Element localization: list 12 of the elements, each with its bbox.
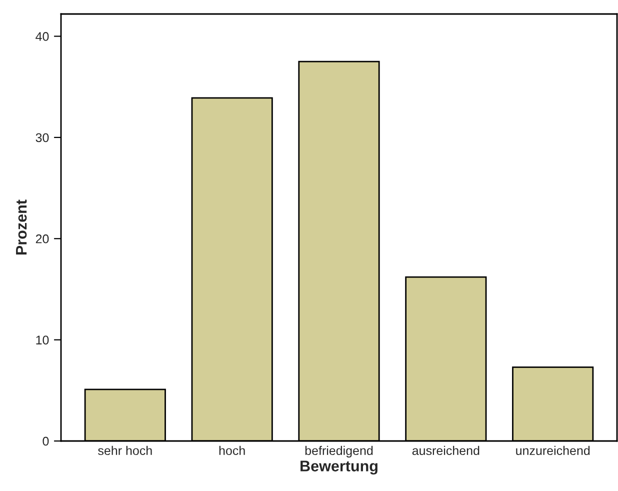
y-axis-title: Prozent: [16, 200, 27, 254]
y-tick-label: 40: [36, 32, 49, 41]
x-tick-label: hoch: [219, 446, 245, 456]
y-tick-label: 20: [36, 234, 49, 244]
x-axis-title: Bewertung: [300, 460, 378, 475]
y-tick-label: 0: [42, 436, 49, 446]
x-tick-label: sehr hoch: [98, 446, 152, 456]
y-tick-label: 30: [36, 133, 49, 142]
y-tick-label: 10: [36, 336, 49, 344]
x-tick-label: befriedigend: [305, 446, 373, 458]
x-tick-label: unzureichend: [516, 446, 590, 456]
x-tick-label: ausreichend: [412, 446, 480, 456]
